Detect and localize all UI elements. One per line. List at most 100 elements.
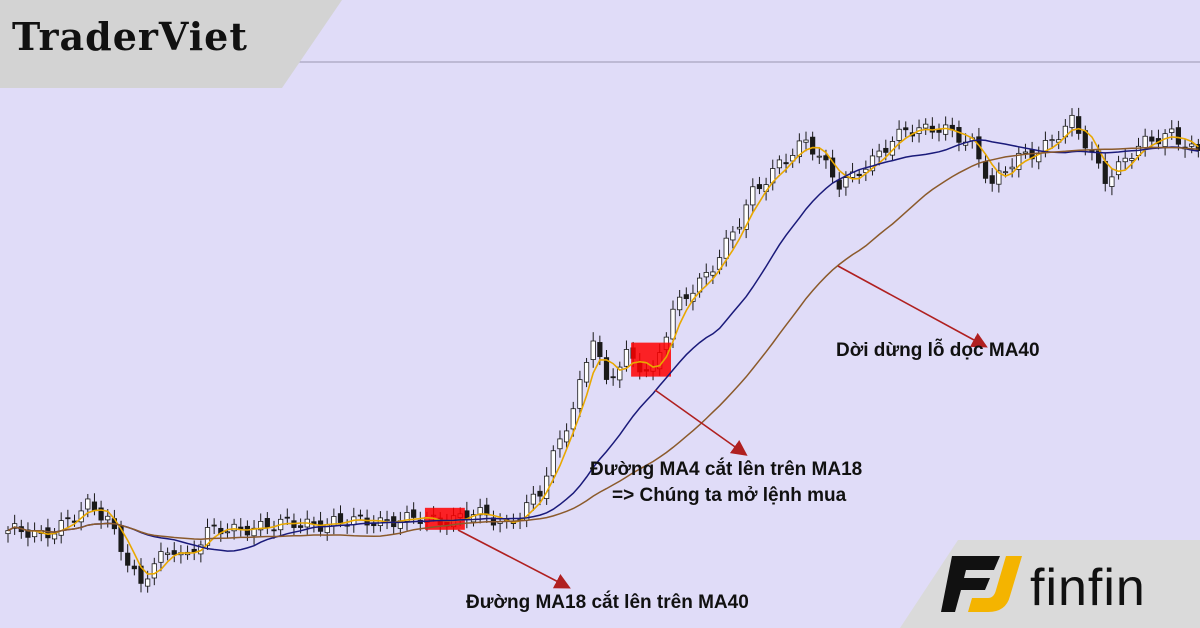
candle-bullish (923, 123, 929, 129)
candle-bearish (65, 517, 71, 520)
candle-bearish (125, 552, 131, 566)
candle-bearish (264, 518, 270, 528)
candle-bullish (51, 533, 58, 540)
candle-bullish (617, 366, 623, 381)
candle-bullish (1122, 157, 1128, 163)
candle-bearish (903, 127, 909, 131)
candle-bullish (1115, 161, 1122, 176)
candle-bullish (1009, 166, 1015, 170)
candle-bearish (823, 155, 829, 161)
candle-bearish (337, 513, 344, 523)
arrow-ma18 (457, 529, 571, 589)
candle-bearish (1076, 116, 1082, 134)
candle-bearish (830, 157, 836, 178)
candle-bearish (783, 162, 789, 165)
candle-bearish (364, 517, 370, 526)
candle-bullish (1109, 176, 1115, 187)
candle-bullish (1189, 143, 1195, 147)
candle-bearish (171, 550, 177, 555)
candle-bullish (1016, 152, 1022, 170)
candle-bullish (258, 520, 264, 531)
annotation-ma4-line2: => Chúng ta mở lệnh mua (612, 485, 847, 506)
candle-bearish (537, 490, 543, 497)
candle-bearish (191, 548, 197, 553)
candle-bearish (989, 175, 995, 184)
candle-bullish (816, 155, 822, 158)
candle-bullish (145, 578, 151, 587)
candle-bullish (730, 231, 736, 241)
candle-bearish (131, 565, 137, 570)
finfin-logo-icon (941, 556, 1022, 612)
candle-bullish (896, 128, 902, 141)
arrow-ma4 (654, 389, 748, 456)
candle-bearish (683, 294, 689, 300)
candle-bullish (1169, 128, 1175, 133)
candle-bullish (1129, 158, 1135, 161)
candle-bearish (1102, 160, 1108, 184)
candle-bullish (710, 271, 716, 276)
ma4-line (7, 127, 1199, 575)
candle-bullish (869, 155, 876, 172)
candle-bullish (843, 177, 849, 188)
candle-bullish (5, 530, 11, 535)
candle-bearish (284, 516, 290, 519)
candle-bullish (776, 159, 783, 169)
candle-bearish (357, 514, 364, 517)
candle-bullish (736, 226, 743, 230)
candle-bearish (25, 529, 31, 538)
candle-bullish (996, 170, 1002, 185)
candle-bullish (224, 531, 231, 534)
candle-bearish (1096, 150, 1102, 164)
candle-bullish (1002, 171, 1009, 174)
candle-bullish (470, 514, 477, 523)
candle-bullish (876, 150, 882, 158)
candle-bullish (943, 124, 949, 135)
candle-bearish (610, 376, 616, 379)
candle-bullish (204, 527, 211, 546)
candle-bullish (58, 520, 64, 536)
candle-bullish (12, 523, 18, 529)
candle-bullish (384, 519, 390, 522)
finfin-wordmark: finfin (1030, 559, 1146, 617)
candle-bullish (1069, 114, 1075, 128)
candle-bullish (723, 237, 729, 259)
candle-bullish (743, 204, 749, 230)
moving-averages-layer (7, 127, 1199, 575)
candle-bullish (85, 498, 91, 510)
candle-bullish (570, 408, 576, 430)
candle-bullish (750, 186, 756, 206)
candle-bearish (98, 507, 104, 521)
candle-bullish (105, 515, 111, 521)
arrow-ma40 (837, 265, 988, 348)
annotation-ma18: Đường MA18 cắt lên trên MA40 (466, 592, 749, 613)
candle-bullish (251, 527, 257, 537)
candle-bearish (836, 179, 842, 190)
candle-bullish (703, 272, 709, 278)
candle-bearish (756, 184, 763, 190)
candle-bearish (982, 161, 989, 179)
candle-bearish (45, 527, 51, 539)
candle-bearish (1175, 127, 1181, 145)
candle-bearish (810, 136, 816, 155)
candle-bullish (231, 523, 237, 532)
candle-bearish (91, 501, 98, 511)
candle-bullish (151, 563, 157, 579)
traderviet-logo: TraderViet (12, 14, 248, 59)
candle-bearish (856, 173, 862, 176)
candle-bullish (1022, 151, 1029, 154)
annotation-arrows (457, 265, 988, 589)
annotation-ma4-line1: Đường MA4 cắt lên trên MA18 (590, 459, 863, 480)
candle-bullish (1049, 139, 1055, 142)
candle-bullish (1142, 135, 1148, 149)
candle-bullish (557, 438, 563, 450)
candle-bullish (803, 139, 809, 143)
candle-bearish (597, 342, 603, 358)
candle-bullish (677, 296, 683, 311)
candle-bullish (623, 349, 630, 367)
candle-bearish (883, 147, 889, 153)
ma18-line (7, 139, 1199, 552)
candle-bearish (271, 529, 277, 532)
ma40-line (7, 146, 1199, 540)
